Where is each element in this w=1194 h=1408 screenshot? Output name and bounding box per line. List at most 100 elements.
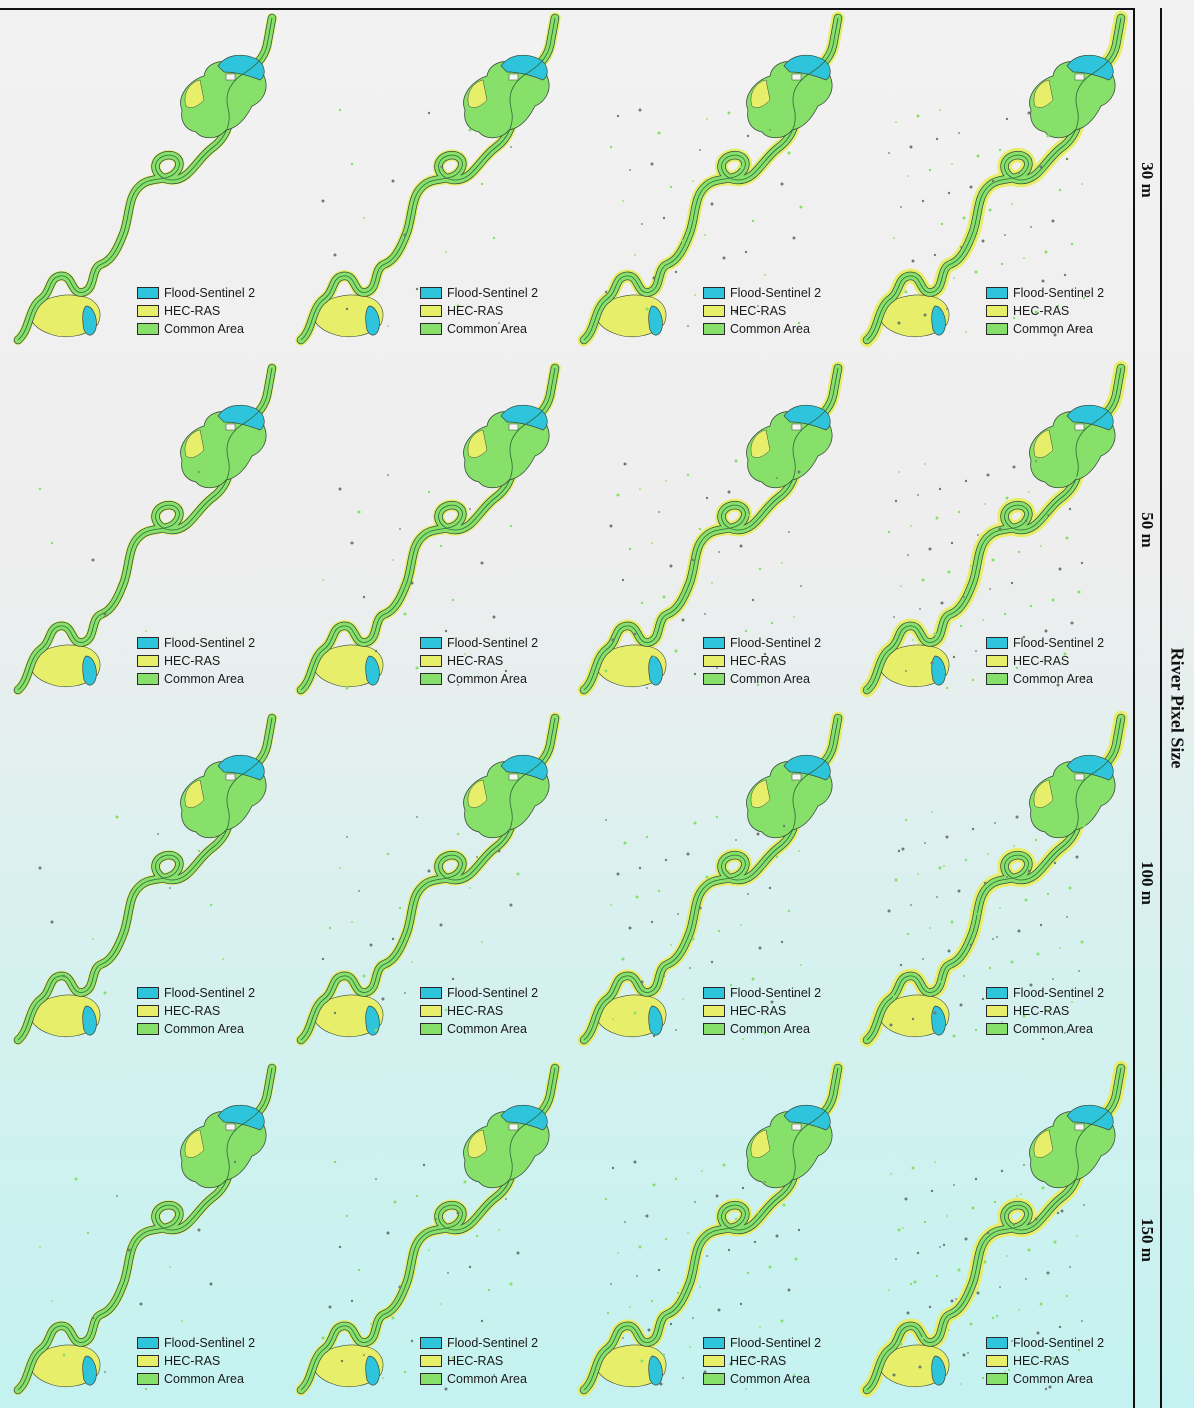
legend-label: Common Area: [730, 322, 810, 336]
river-flood-map-icon: [295, 362, 561, 696]
legend-swatch: [703, 1355, 725, 1367]
legend-swatch: [420, 1355, 442, 1367]
grid-right-border: [1133, 8, 1135, 1408]
legend-item: HEC-RAS: [420, 652, 538, 670]
flood-map-panel: Flood-Sentinel 2 HEC-RAS Common Area: [0, 710, 283, 1055]
map-legend: Flood-Sentinel 2 HEC-RAS Common Area: [703, 984, 821, 1038]
legend-swatch: [986, 655, 1008, 667]
legend-swatch: [703, 1337, 725, 1349]
legend-item: Flood-Sentinel 2: [137, 984, 255, 1002]
legend-swatch: [137, 1373, 159, 1385]
river-flood-map-icon: [859, 10, 1129, 348]
legend-item: Flood-Sentinel 2: [703, 284, 821, 302]
map-legend: Flood-Sentinel 2 HEC-RAS Common Area: [986, 1334, 1104, 1388]
flood-map-panel: Flood-Sentinel 2 HEC-RAS Common Area: [0, 360, 283, 705]
legend-label: Common Area: [730, 672, 810, 686]
legend-label: Common Area: [1013, 1022, 1093, 1036]
legend-label: Common Area: [164, 322, 244, 336]
river-flood-map-icon: [295, 712, 561, 1046]
legend-item: Flood-Sentinel 2: [703, 634, 821, 652]
legend-item: HEC-RAS: [703, 652, 821, 670]
legend-label: HEC-RAS: [164, 304, 221, 318]
legend-label: Common Area: [447, 322, 527, 336]
legend-label: HEC-RAS: [1013, 1354, 1070, 1368]
river-flood-map-icon: [859, 360, 1129, 698]
legend-item: HEC-RAS: [986, 1352, 1104, 1370]
legend-item: Flood-Sentinel 2: [137, 634, 255, 652]
legend-item: Common Area: [137, 1370, 255, 1388]
legend-swatch: [420, 1373, 442, 1385]
row-label-50m: 50 m: [1138, 512, 1157, 548]
legend-label: Flood-Sentinel 2: [164, 1336, 256, 1350]
legend-swatch: [137, 305, 159, 317]
legend-label: Common Area: [447, 1022, 527, 1036]
legend-swatch: [420, 637, 442, 649]
legend-swatch: [420, 1023, 442, 1035]
legend-item: HEC-RAS: [986, 1002, 1104, 1020]
river-flood-map-icon: [13, 1063, 277, 1395]
legend-label: HEC-RAS: [730, 1354, 787, 1368]
legend-swatch: [703, 673, 725, 685]
legend-item: HEC-RAS: [986, 652, 1104, 670]
legend-label: Common Area: [1013, 322, 1093, 336]
river-flood-map-icon: [13, 363, 277, 695]
legend-item: Flood-Sentinel 2: [420, 284, 538, 302]
legend-label: Flood-Sentinel 2: [730, 636, 822, 650]
legend-swatch: [703, 323, 725, 335]
legend-label: Flood-Sentinel 2: [447, 986, 539, 1000]
flood-map-panel: Flood-Sentinel 2 HEC-RAS Common Area: [283, 360, 566, 705]
legend-label: HEC-RAS: [447, 1004, 504, 1018]
legend-swatch: [703, 637, 725, 649]
legend-swatch: [986, 1005, 1008, 1017]
row-label-150m: 150 m: [1138, 1218, 1157, 1262]
legend-item: Common Area: [137, 1020, 255, 1038]
legend-label: HEC-RAS: [1013, 1004, 1070, 1018]
flood-map-panel: Flood-Sentinel 2 HEC-RAS Common Area: [566, 1060, 849, 1405]
legend-label: Flood-Sentinel 2: [447, 286, 539, 300]
legend-item: Common Area: [986, 320, 1104, 338]
legend-item: Common Area: [986, 670, 1104, 688]
map-legend: Flood-Sentinel 2 HEC-RAS Common Area: [703, 634, 821, 688]
legend-swatch: [703, 1023, 725, 1035]
axis-title: River Pixel Size: [1167, 647, 1188, 769]
river-flood-map-icon: [577, 711, 845, 1047]
river-flood-map-icon: [859, 1060, 1129, 1398]
legend-label: Flood-Sentinel 2: [164, 286, 256, 300]
legend-item: Flood-Sentinel 2: [986, 634, 1104, 652]
legend-item: HEC-RAS: [703, 1352, 821, 1370]
row-label-30m: 30 m: [1138, 162, 1157, 198]
legend-item: Flood-Sentinel 2: [137, 284, 255, 302]
legend-label: Common Area: [1013, 1372, 1093, 1386]
legend-label: HEC-RAS: [730, 304, 787, 318]
river-flood-map-icon: [13, 13, 277, 345]
legend-item: Flood-Sentinel 2: [420, 1334, 538, 1352]
legend-label: HEC-RAS: [447, 304, 504, 318]
legend-label: HEC-RAS: [1013, 654, 1070, 668]
legend-label: HEC-RAS: [447, 1354, 504, 1368]
legend-swatch: [137, 655, 159, 667]
legend-swatch: [986, 1337, 1008, 1349]
legend-item: HEC-RAS: [420, 1352, 538, 1370]
legend-item: HEC-RAS: [986, 302, 1104, 320]
legend-item: HEC-RAS: [137, 652, 255, 670]
legend-label: HEC-RAS: [164, 1004, 221, 1018]
legend-label: Flood-Sentinel 2: [730, 986, 822, 1000]
legend-item: Flood-Sentinel 2: [703, 1334, 821, 1352]
legend-swatch: [703, 1373, 725, 1385]
map-legend: Flood-Sentinel 2 HEC-RAS Common Area: [703, 1334, 821, 1388]
legend-swatch: [703, 1005, 725, 1017]
legend-item: Common Area: [420, 670, 538, 688]
map-legend: Flood-Sentinel 2 HEC-RAS Common Area: [420, 984, 538, 1038]
flood-map-panel: Flood-Sentinel 2 HEC-RAS Common Area: [566, 360, 849, 705]
legend-label: Flood-Sentinel 2: [164, 636, 256, 650]
legend-item: Common Area: [703, 1370, 821, 1388]
legend-item: HEC-RAS: [703, 302, 821, 320]
legend-swatch: [986, 987, 1008, 999]
legend-item: Common Area: [703, 670, 821, 688]
legend-item: Flood-Sentinel 2: [986, 984, 1104, 1002]
legend-swatch: [137, 1005, 159, 1017]
river-flood-map-icon: [577, 361, 845, 697]
flood-map-panel: Flood-Sentinel 2 HEC-RAS Common Area: [283, 10, 566, 355]
legend-swatch: [703, 305, 725, 317]
legend-item: Common Area: [986, 1370, 1104, 1388]
